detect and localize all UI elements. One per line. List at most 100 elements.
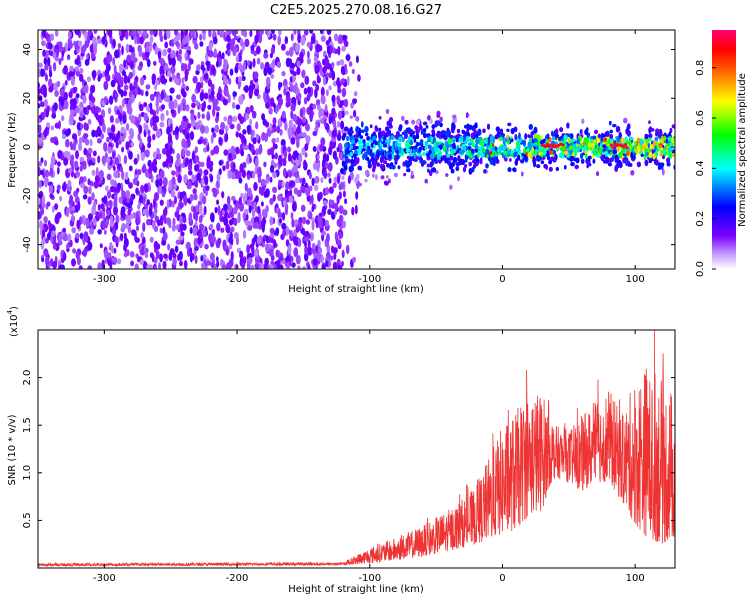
spectrogram-cell <box>159 199 164 206</box>
spectrogram-cell <box>304 75 310 85</box>
spectrogram-cell <box>238 95 244 105</box>
spectrogram-cell <box>212 100 218 110</box>
spectrogram-cell <box>134 237 140 244</box>
spectrogram-cell <box>149 236 154 243</box>
spectrogram-cell <box>153 257 158 264</box>
spectrogram-cell <box>170 101 175 110</box>
spectrogram-cell <box>83 132 88 140</box>
spectrogram-cell <box>247 125 251 135</box>
spectrogram-cell <box>342 209 348 216</box>
spectrogram-cell <box>154 84 158 91</box>
spectrogram-cell <box>301 69 306 79</box>
spectrogram-cell <box>290 33 294 42</box>
spectrogram-cell <box>119 233 123 241</box>
spectrogram-cell <box>282 157 287 167</box>
spectrogram-cell <box>231 38 236 47</box>
spectrogram-cell <box>53 102 58 111</box>
spectrogram-cell <box>371 173 375 178</box>
spectrogram-cell <box>250 44 255 51</box>
spectrogram-cell <box>471 166 475 173</box>
spectrogram-cell <box>128 30 133 37</box>
spectrogram-cell <box>222 165 226 172</box>
spectrogram-cell <box>115 117 120 124</box>
spectrogram-cell <box>194 179 199 188</box>
spectrogram-cell <box>71 133 78 140</box>
spectrogram-cell <box>128 128 134 136</box>
spectrogram-cell <box>137 30 143 36</box>
spectrogram-cell <box>306 194 311 202</box>
spectrogram-cell <box>327 162 333 172</box>
spectrogram-cell <box>100 133 105 140</box>
spectrogram-cell <box>97 262 102 269</box>
spectrogram-cell <box>319 144 324 152</box>
spectrogram-cell <box>230 145 236 155</box>
spectrogram-cell <box>325 219 329 227</box>
spectrogram-cell <box>520 159 524 164</box>
spectrogram-cell <box>113 198 118 208</box>
spectrogram-cell <box>75 250 80 260</box>
spectrogram-cell <box>147 129 151 136</box>
spectrogram-cell <box>62 234 68 242</box>
spectrogram-cell <box>216 260 220 268</box>
spectrogram-cell <box>54 122 60 129</box>
spectrogram-cell <box>112 165 116 171</box>
spectrogram-cell <box>134 263 139 269</box>
spectrogram-cell <box>131 95 135 101</box>
spectrogram-cell <box>513 126 518 132</box>
spectrogram-cell <box>249 30 253 37</box>
spectrogram-cell <box>159 227 163 234</box>
spectrogram-cell <box>585 153 588 159</box>
spectrogram-cell <box>337 46 341 56</box>
spectrogram-cell <box>167 243 171 251</box>
spectrogram-cell <box>292 150 297 161</box>
spectrogram-cell <box>239 38 244 47</box>
spectrogram-cell <box>240 149 245 157</box>
spectrogram-cell <box>140 151 145 161</box>
spectrogram-cell <box>171 223 176 232</box>
spectrogram-cell <box>207 104 212 110</box>
spectrogram-cell <box>292 84 297 94</box>
spectrogram-cell <box>306 57 311 65</box>
spectrogram-cell <box>113 137 117 143</box>
spectrogram-cell <box>336 146 340 153</box>
spectrogram-cell <box>170 108 174 114</box>
spectrogram-cell <box>149 102 153 110</box>
spectrogram-cell <box>93 30 98 34</box>
spectrogram-cell <box>113 247 117 254</box>
spectrogram-cell <box>275 249 280 258</box>
spectrogram-cell <box>223 149 229 156</box>
spectrogram-cell <box>291 96 297 106</box>
spectrogram-cell <box>228 78 232 85</box>
spectrogram-cell <box>211 127 215 133</box>
spectrogram-cell <box>342 220 346 229</box>
spectrogram-cell <box>79 123 84 129</box>
spectrogram-cell <box>331 245 335 254</box>
spectrogram-cell <box>90 181 94 187</box>
spectrogram-cell <box>254 89 259 97</box>
spectrogram-cell <box>351 68 355 75</box>
spectrogram-cell <box>173 183 177 191</box>
spectrogram-cell <box>272 186 278 193</box>
spectrogram-cell <box>51 205 55 213</box>
spectrogram-cell <box>329 255 334 261</box>
spectrogram-cell <box>304 143 309 151</box>
spectrogram-cell <box>75 70 80 77</box>
spectrogram-cell <box>272 33 277 41</box>
spectrogram-cell <box>189 194 194 202</box>
spectrogram-cell <box>210 89 215 96</box>
spectrogram-cell <box>147 134 152 144</box>
spectrogram-cell <box>311 177 315 187</box>
spectrogram-cell <box>178 235 184 241</box>
spectrogram-cell <box>238 52 242 63</box>
spectrogram-cell <box>246 107 252 113</box>
spectrogram-cell <box>169 123 173 133</box>
spectrogram-cell <box>327 172 331 178</box>
spectrogram-cell <box>38 161 43 167</box>
spectrogram-cell <box>116 109 120 115</box>
spectrogram-cell <box>58 41 63 49</box>
spectrogram-cell <box>68 71 74 77</box>
spectrogram-cell <box>296 126 301 135</box>
spectrogram-cell <box>163 184 167 194</box>
spectrogram-cell <box>341 34 347 41</box>
spectrogram-cell <box>210 83 215 91</box>
